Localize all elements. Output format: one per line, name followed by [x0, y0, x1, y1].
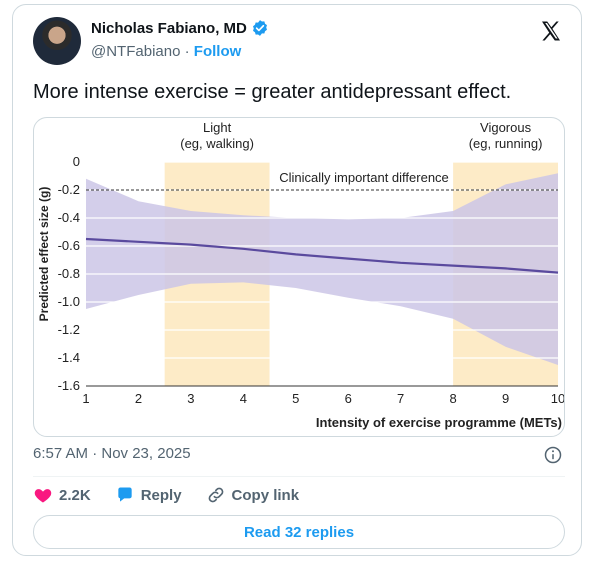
- x-tick-label: 6: [345, 391, 352, 406]
- info-icon[interactable]: [543, 445, 563, 465]
- copy-link-button[interactable]: Copy link: [206, 485, 300, 505]
- author-name[interactable]: Nicholas Fabiano, MD: [91, 19, 247, 37]
- x-tick-label: 10: [551, 391, 564, 406]
- x-tick-label: 5: [292, 391, 299, 406]
- action-bar: 2.2K Reply Copy link: [33, 485, 299, 505]
- reply-button[interactable]: Reply: [115, 485, 182, 505]
- chart-image[interactable]: Light (eg, walking) Vigorous (eg, running) …: [33, 117, 565, 437]
- y-tick-label: -0.8: [58, 266, 80, 281]
- tweet-text: More intense exercise = greater antidepr…: [33, 81, 512, 103]
- tweet-card: Nicholas Fabiano, MD @NTFabiano · Follow…: [12, 4, 582, 556]
- x-axis-label: Intensity of exercise programme (METs): [316, 415, 562, 430]
- x-tick-label: 8: [449, 391, 456, 406]
- y-tick-label: -0.6: [58, 238, 80, 253]
- like-count: 2.2K: [59, 486, 91, 504]
- x-logo-icon[interactable]: [539, 19, 563, 43]
- timestamp[interactable]: 6:57 AM · Nov 23, 2025: [33, 445, 191, 462]
- y-tick-label: -1.0: [58, 294, 80, 309]
- author-handle[interactable]: @NTFabiano: [91, 43, 181, 60]
- divider: [33, 476, 565, 477]
- x-tick-label: 3: [187, 391, 194, 406]
- confidence-band: [86, 173, 558, 365]
- copy-link-label: Copy link: [231, 486, 300, 504]
- link-icon: [208, 487, 223, 503]
- verified-badge-icon: [252, 20, 267, 36]
- reference-label: Clinically important difference: [279, 170, 449, 185]
- y-tick-label: -0.4: [58, 210, 80, 225]
- y-axis-label: Predicted effect size (g): [37, 187, 51, 322]
- heart-icon: [34, 489, 52, 503]
- x-tick-label: 1: [82, 391, 89, 406]
- zone-label: Vigorous: [480, 120, 532, 135]
- reply-bubble-icon: [118, 487, 132, 502]
- zone-sublabel: (eg, running): [469, 136, 543, 151]
- x-tick-label: 4: [240, 391, 247, 406]
- like-button[interactable]: 2.2K: [33, 485, 91, 505]
- read-replies-button[interactable]: Read 32 replies: [33, 515, 565, 549]
- y-tick-label: -1.2: [58, 322, 80, 337]
- zone-sublabel: (eg, walking): [180, 136, 254, 151]
- y-tick-label: 0: [73, 154, 80, 169]
- author-name-row[interactable]: Nicholas Fabiano, MD: [91, 19, 269, 37]
- separator: ·: [184, 43, 190, 60]
- handle-row: @NTFabiano · Follow: [91, 43, 241, 60]
- avatar[interactable]: [33, 17, 81, 65]
- reply-label: Reply: [140, 486, 182, 504]
- effect-size-chart: Light(eg, walking)Vigorous(eg, running) …: [37, 120, 564, 430]
- y-tick-label: -1.6: [58, 378, 80, 393]
- y-tick-label: -1.4: [58, 350, 80, 365]
- y-tick-label: -0.2: [58, 182, 80, 197]
- follow-button[interactable]: Follow: [193, 43, 242, 60]
- zone-label: Light: [203, 120, 232, 135]
- x-tick-label: 2: [135, 391, 142, 406]
- x-tick-label: 9: [502, 391, 509, 406]
- series-line: [85, 237, 559, 274]
- x-tick-label: 7: [397, 391, 404, 406]
